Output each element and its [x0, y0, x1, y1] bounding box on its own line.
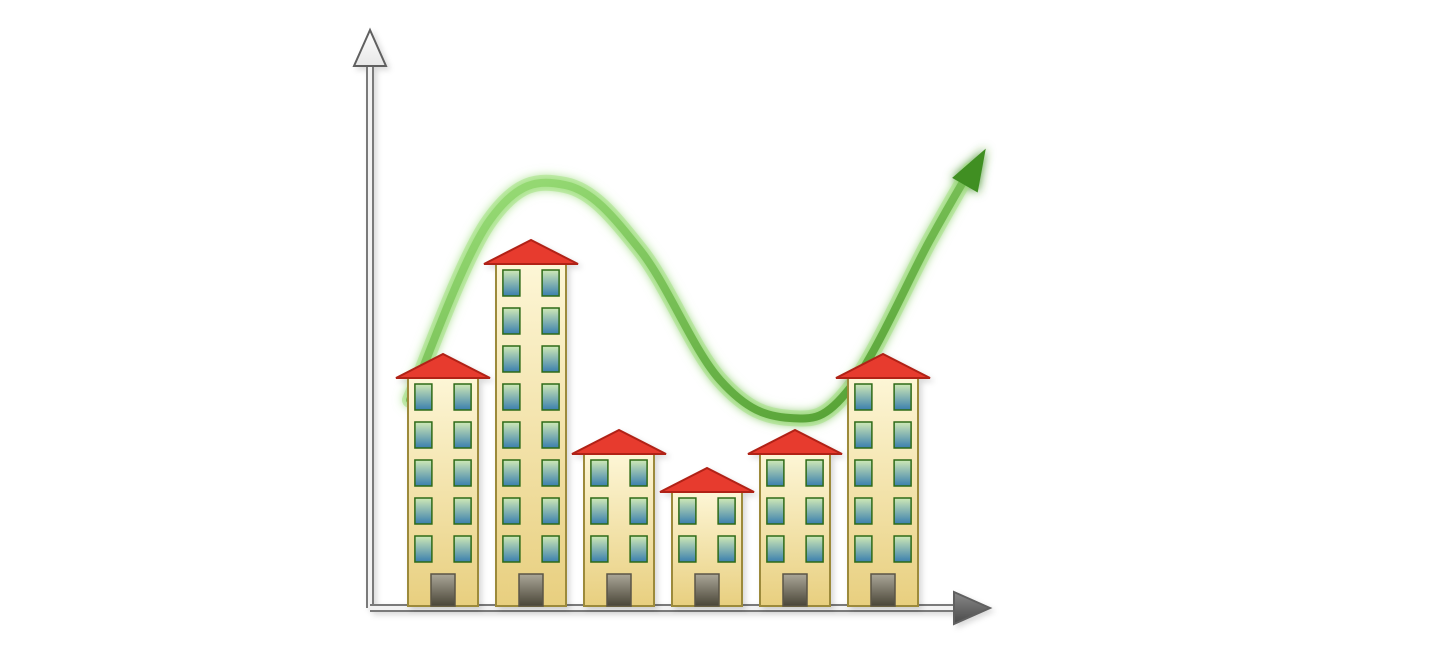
window-icon	[894, 384, 911, 410]
window-icon	[630, 460, 647, 486]
window-icon	[630, 498, 647, 524]
building-bar	[572, 430, 666, 606]
window-icon	[806, 498, 823, 524]
window-icon	[454, 460, 471, 486]
window-icon	[767, 536, 784, 562]
window-icon	[542, 308, 559, 334]
window-icon	[542, 460, 559, 486]
window-icon	[454, 536, 471, 562]
roof-icon	[748, 430, 842, 454]
window-icon	[542, 422, 559, 448]
building-bar	[660, 468, 754, 606]
window-icon	[855, 422, 872, 448]
building-bar	[836, 354, 930, 606]
window-icon	[855, 536, 872, 562]
door-icon	[607, 574, 631, 606]
window-icon	[503, 536, 520, 562]
roof-icon	[396, 354, 490, 378]
x-axis-arrowhead	[954, 592, 990, 624]
roof-icon	[484, 240, 578, 264]
window-icon	[718, 498, 735, 524]
window-icon	[894, 498, 911, 524]
window-icon	[855, 498, 872, 524]
window-icon	[591, 498, 608, 524]
chart-stage	[0, 0, 1450, 650]
window-icon	[503, 384, 520, 410]
window-icon	[591, 536, 608, 562]
window-icon	[767, 498, 784, 524]
window-icon	[503, 422, 520, 448]
window-icon	[806, 460, 823, 486]
window-icon	[503, 270, 520, 296]
building-bar	[396, 354, 490, 606]
window-icon	[679, 536, 696, 562]
door-icon	[695, 574, 719, 606]
door-icon	[783, 574, 807, 606]
window-icon	[718, 536, 735, 562]
y-axis-arrowhead	[354, 30, 386, 66]
window-icon	[679, 498, 696, 524]
building-bar	[484, 240, 578, 606]
window-icon	[454, 384, 471, 410]
window-icon	[855, 460, 872, 486]
housing-trend-chart	[0, 0, 1450, 650]
window-icon	[415, 498, 432, 524]
window-icon	[415, 460, 432, 486]
window-icon	[767, 460, 784, 486]
roof-icon	[836, 354, 930, 378]
window-icon	[503, 460, 520, 486]
window-icon	[415, 384, 432, 410]
window-icon	[630, 536, 647, 562]
window-icon	[855, 384, 872, 410]
window-icon	[503, 308, 520, 334]
window-icon	[542, 498, 559, 524]
window-icon	[542, 270, 559, 296]
window-icon	[454, 498, 471, 524]
window-icon	[542, 346, 559, 372]
window-icon	[503, 498, 520, 524]
roof-icon	[572, 430, 666, 454]
window-icon	[503, 346, 520, 372]
window-icon	[894, 422, 911, 448]
window-icon	[591, 460, 608, 486]
window-icon	[415, 422, 432, 448]
door-icon	[519, 574, 543, 606]
door-icon	[871, 574, 895, 606]
window-icon	[806, 536, 823, 562]
window-icon	[894, 536, 911, 562]
window-icon	[415, 536, 432, 562]
window-icon	[542, 536, 559, 562]
window-icon	[454, 422, 471, 448]
roof-icon	[660, 468, 754, 492]
building-bar	[748, 430, 842, 606]
door-icon	[431, 574, 455, 606]
window-icon	[542, 384, 559, 410]
window-icon	[894, 460, 911, 486]
